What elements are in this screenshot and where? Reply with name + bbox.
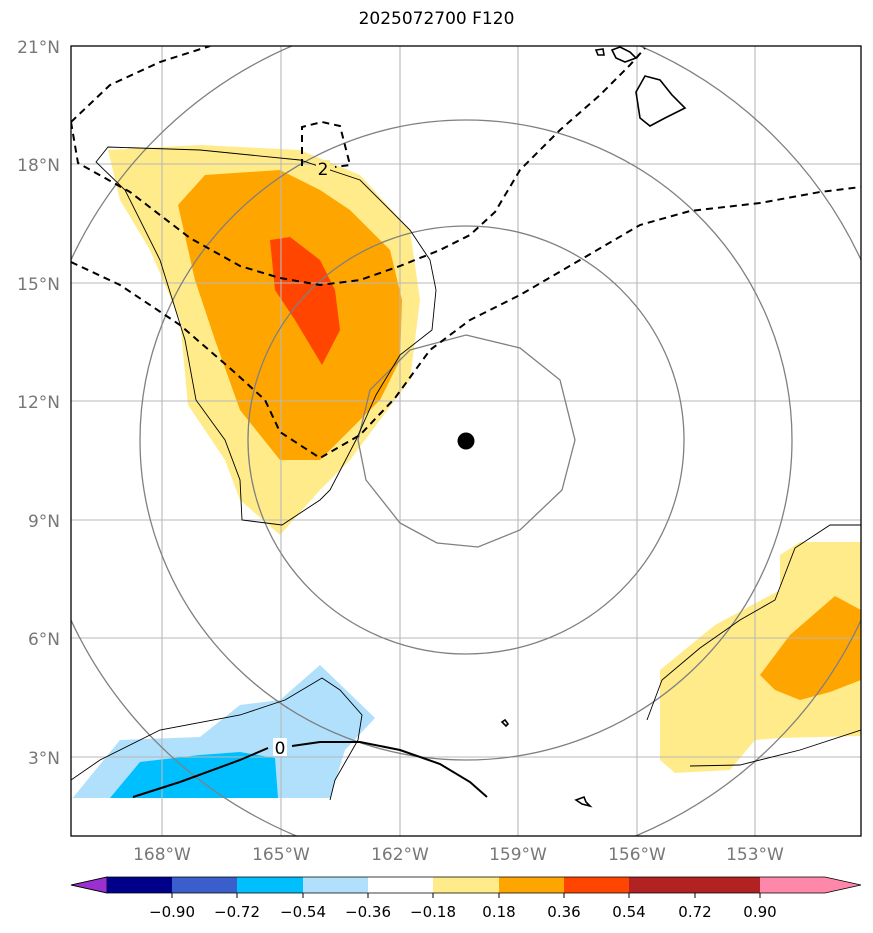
colorbar: −0.90 −0.72 −0.54 −0.36 −0.18 0.18 0.36 …: [70, 876, 862, 921]
range-ring-2: [247, 225, 685, 655]
colorbar-tick-label: 0.36: [547, 903, 580, 921]
map-title: 2025072700 F120: [358, 9, 515, 29]
colorbar-segment: [564, 877, 629, 893]
colorbar-tick-label: −0.54: [280, 903, 326, 921]
range-ring-1: [357, 334, 576, 548]
positive-anomaly-fill-west: [108, 145, 420, 535]
lat-tick-label: 9°N: [28, 512, 60, 532]
island-hawaii: [635, 75, 687, 127]
thin-contours: [71, 146, 861, 801]
colorbar-segment: [107, 877, 172, 893]
lon-tick-label: 159°W: [489, 845, 547, 865]
lat-tick-label: 12°N: [17, 393, 60, 413]
lon-tick-label: 168°W: [133, 845, 191, 865]
range-rings: [71, 46, 861, 836]
dashed-contours: [71, 46, 861, 460]
lat-tick-label: 6°N: [28, 630, 60, 650]
lat-tick-label: 21°N: [17, 38, 60, 58]
colorbar-segment: [499, 877, 564, 893]
island-oahu: [594, 48, 605, 56]
lat-tick-label: 15°N: [17, 275, 60, 295]
colorbar-segment: [629, 877, 695, 893]
colorbar-ticks: [171, 893, 761, 898]
island-small-1: [500, 718, 510, 728]
colorbar-extend-right: [760, 877, 861, 893]
contour-label-0: 0: [275, 739, 286, 759]
colorbar-segment: [695, 877, 760, 893]
colorbar-tick-label: −0.18: [410, 903, 456, 921]
plot-frame: [70, 45, 862, 837]
colorbar-tick-label: 0.72: [678, 903, 711, 921]
colorbar-segment: [368, 877, 433, 893]
colorbar-tick-label: −0.90: [149, 903, 195, 921]
range-ring-3: [139, 119, 793, 761]
lon-tick-label: 165°W: [252, 845, 310, 865]
contour-label-2: 2: [318, 160, 329, 180]
map-plot-area: 2 0: [71, 46, 861, 836]
negative-anomaly-fill: [71, 665, 375, 800]
graticule: [71, 46, 861, 836]
colorbar-segment: [303, 877, 368, 893]
lon-tick-label: 162°W: [371, 845, 429, 865]
lat-tick-label: 18°N: [17, 156, 60, 176]
longitude-tick-labels: 168°W 165°W 162°W 159°W 156°W 153°W: [133, 845, 784, 865]
colorbar-tick-label: −0.72: [214, 903, 260, 921]
colorbar-segment: [237, 877, 303, 893]
zero-contour: [132, 741, 488, 798]
colorbar-tick-label: −0.36: [345, 903, 391, 921]
colorbar-segment: [433, 877, 499, 893]
storm-center-marker: [457, 432, 475, 450]
colorbar-segment: [172, 877, 237, 893]
contour-label-bg: [273, 738, 287, 756]
colorbar-tick-label: 0.18: [482, 903, 515, 921]
lon-tick-label: 153°W: [726, 845, 784, 865]
colorbar-extend-left: [70, 876, 108, 894]
colorbar-tick-label: 0.54: [612, 903, 645, 921]
coastlines: [500, 46, 687, 808]
latitude-tick-labels: 21°N 18°N 15°N 12°N 9°N 6°N 3°N: [17, 38, 60, 769]
colorbar-tick-label: 0.90: [743, 903, 776, 921]
lon-tick-label: 156°W: [608, 845, 666, 865]
island-small-2: [574, 795, 593, 808]
lat-tick-label: 3°N: [28, 749, 60, 769]
positive-anomaly-fill-east: [660, 542, 861, 773]
contour-label-bg: [316, 160, 330, 176]
island-maui: [610, 46, 638, 63]
colorbar-outline: [70, 876, 862, 894]
